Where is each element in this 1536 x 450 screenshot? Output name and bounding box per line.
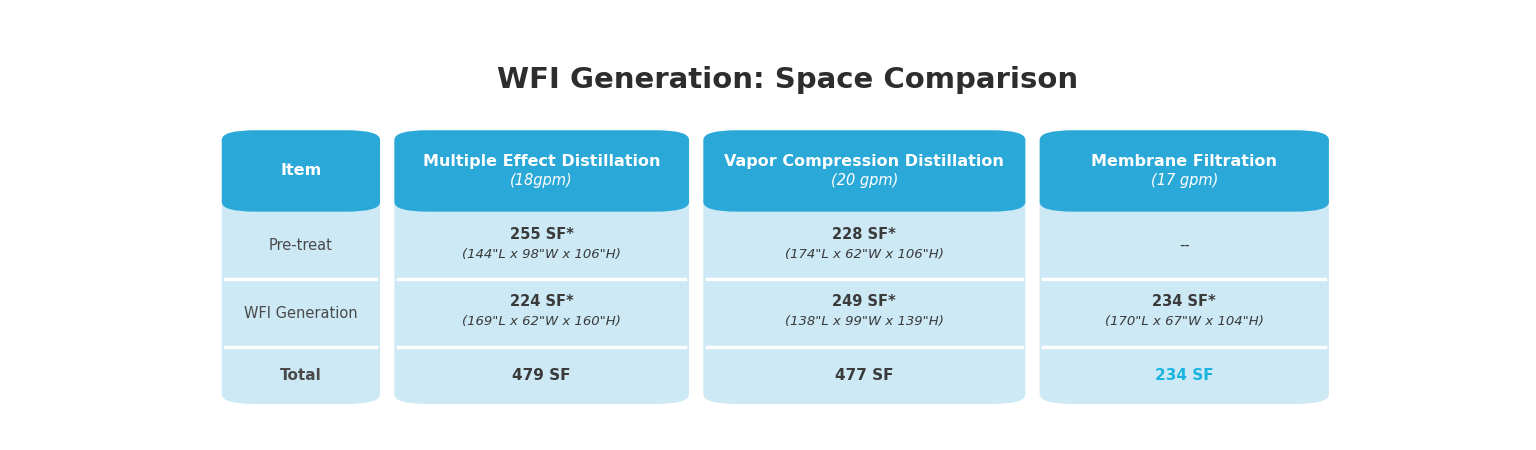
Text: (17 gpm): (17 gpm) (1150, 173, 1218, 188)
Text: (170"L x 67"W x 104"H): (170"L x 67"W x 104"H) (1104, 315, 1264, 328)
Text: --: -- (1180, 238, 1190, 253)
Text: Multiple Effect Distillation: Multiple Effect Distillation (422, 154, 660, 169)
FancyBboxPatch shape (703, 190, 1026, 404)
Text: (18gpm): (18gpm) (510, 173, 573, 188)
Text: (144"L x 98"W x 106"H): (144"L x 98"W x 106"H) (462, 248, 621, 261)
Text: (20 gpm): (20 gpm) (831, 173, 899, 188)
Text: 479 SF: 479 SF (513, 368, 571, 383)
FancyBboxPatch shape (221, 130, 379, 212)
Text: 477 SF: 477 SF (836, 368, 894, 383)
Text: 228 SF*: 228 SF* (833, 227, 897, 242)
Text: Total: Total (280, 368, 321, 383)
Text: Pre-treat: Pre-treat (269, 238, 333, 253)
Text: Vapor Compression Distillation: Vapor Compression Distillation (725, 154, 1005, 169)
Text: Item: Item (280, 163, 321, 179)
Text: 234 SF*: 234 SF* (1152, 294, 1217, 310)
FancyBboxPatch shape (395, 190, 690, 404)
Text: 255 SF*: 255 SF* (510, 227, 573, 242)
Text: (138"L x 99"W x 139"H): (138"L x 99"W x 139"H) (785, 315, 943, 328)
Text: (174"L x 62"W x 106"H): (174"L x 62"W x 106"H) (785, 248, 943, 261)
FancyBboxPatch shape (221, 190, 379, 404)
Text: WFI Generation: Space Comparison: WFI Generation: Space Comparison (496, 66, 1078, 94)
FancyBboxPatch shape (703, 130, 1026, 212)
FancyBboxPatch shape (395, 130, 690, 212)
Text: Membrane Filtration: Membrane Filtration (1091, 154, 1278, 169)
Text: 234 SF: 234 SF (1155, 368, 1213, 383)
Text: WFI Generation: WFI Generation (244, 306, 358, 320)
Text: 249 SF*: 249 SF* (833, 294, 895, 310)
Text: (169"L x 62"W x 160"H): (169"L x 62"W x 160"H) (462, 315, 621, 328)
Text: 224 SF*: 224 SF* (510, 294, 573, 310)
FancyBboxPatch shape (1040, 190, 1329, 404)
FancyBboxPatch shape (1040, 130, 1329, 212)
